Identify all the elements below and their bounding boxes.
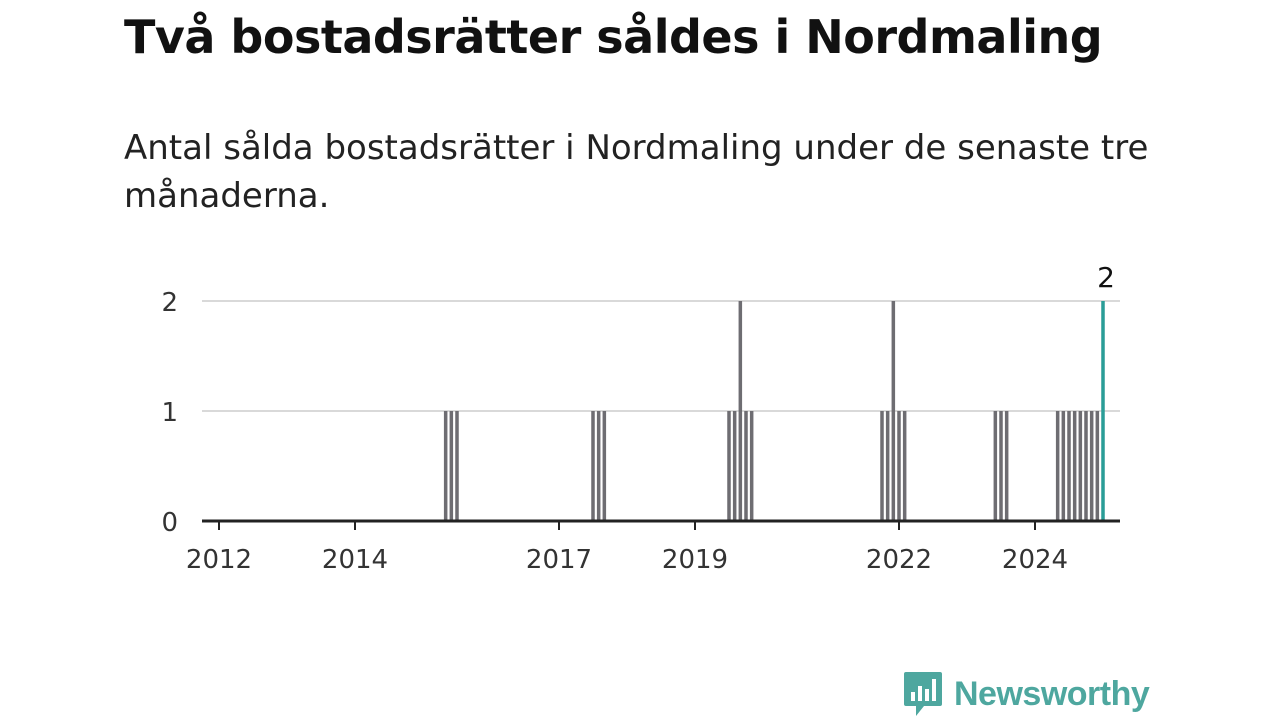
bar — [591, 411, 595, 521]
brand-name: Newsworthy — [954, 674, 1150, 713]
chart-bubble-icon — [904, 672, 942, 716]
y-tick-label: 2 — [161, 288, 178, 318]
newsworthy-logo: Newsworthy — [902, 670, 1150, 718]
bar — [738, 301, 743, 521]
bar — [1055, 411, 1060, 521]
bar — [602, 411, 607, 521]
bar — [732, 411, 737, 521]
bar — [902, 411, 907, 521]
bar — [1101, 301, 1105, 521]
bar — [1078, 411, 1083, 521]
bar — [443, 411, 448, 521]
x-tick-label: 2024 — [1002, 545, 1068, 575]
x-tick-label: 2022 — [866, 545, 932, 575]
chart-title: Två bostadsrätter såldes i Nordmaling — [124, 10, 1103, 64]
bar — [880, 411, 884, 521]
y-tick-label: 1 — [161, 398, 178, 428]
bar — [749, 411, 754, 521]
x-tick-label: 2019 — [662, 545, 728, 575]
bar — [455, 411, 459, 521]
bar — [727, 411, 731, 521]
bar — [744, 411, 748, 521]
chart-subtitle: Antal sålda bostadsrätter i Nordmaling u… — [124, 128, 1149, 216]
bar — [999, 411, 1003, 521]
bar — [885, 411, 890, 521]
bar — [1004, 411, 1009, 521]
bar — [897, 411, 901, 521]
bar — [993, 411, 998, 521]
bar — [1061, 411, 1066, 521]
x-tick-label: 2017 — [526, 545, 592, 575]
bar — [1072, 411, 1077, 521]
bar — [1084, 411, 1088, 521]
bar — [891, 301, 896, 521]
x-tick-label: 2014 — [322, 545, 388, 575]
bar — [1089, 411, 1094, 521]
bar — [596, 411, 601, 521]
bar — [1067, 411, 1071, 521]
y-tick-label: 0 — [161, 508, 178, 538]
x-tick-label: 2012 — [186, 545, 252, 575]
bar — [1095, 411, 1100, 521]
data-label: 2 — [1097, 261, 1115, 294]
bar — [449, 411, 454, 521]
